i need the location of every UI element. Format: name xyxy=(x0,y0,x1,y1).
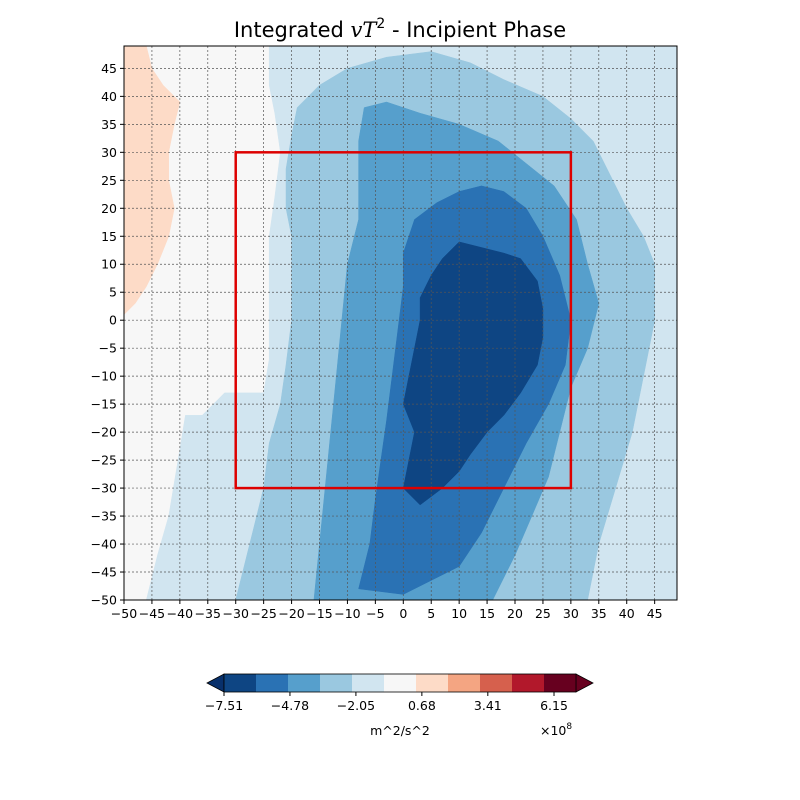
y-tick-label-18: 40 xyxy=(101,89,117,104)
x-tick-label-5: −25 xyxy=(250,606,276,621)
grid-lines xyxy=(124,46,677,600)
x-tick-label-9: −5 xyxy=(366,606,384,621)
x-tick-label-7: −15 xyxy=(306,606,332,621)
colorbar: −7.51 −4.78 −2.05 0.68 3.41 6.15 m^2/s^2 ×108 xyxy=(205,673,594,738)
colorbar-cell-4 xyxy=(352,674,385,692)
y-tick-label-17: 35 xyxy=(101,117,117,132)
x-tick-label-8: −10 xyxy=(334,606,360,621)
y-tick-label-11: 5 xyxy=(109,285,117,300)
colorbar-cell-7 xyxy=(448,674,481,692)
y-tick-label-9: −5 xyxy=(99,341,117,356)
colorbar-multiplier: ×108 xyxy=(540,722,572,738)
x-tick-label-10: 0 xyxy=(399,606,407,621)
colorbar-tick-label-5: 6.15 xyxy=(540,698,568,713)
y-tick-label-2: −40 xyxy=(91,537,117,552)
y-tick-label-10: 0 xyxy=(109,313,117,328)
x-tick-label-17: 35 xyxy=(591,606,607,621)
region-box xyxy=(234,151,573,490)
y-tick-label-8: −10 xyxy=(91,369,117,384)
colorbar-cell-0 xyxy=(224,674,257,692)
colorbar-extend-min xyxy=(206,673,225,693)
colorbar-tick-label-3: 0.68 xyxy=(408,698,436,713)
x-tick-label-2: −40 xyxy=(167,606,193,621)
colorbar-tick-label-0: −7.51 xyxy=(205,698,243,713)
x-tick-label-6: −20 xyxy=(278,606,304,621)
colorbar-cell-6 xyxy=(416,674,449,692)
colorbar-cell-5 xyxy=(384,674,417,692)
x-tick-label-14: 20 xyxy=(507,606,523,621)
x-axis-ticks: −50 −45 −40 −35 −30 −25 −20 −15 −10 −5 0 5 10 15 20 25 3… xyxy=(111,600,663,621)
x-tick-label-12: 10 xyxy=(451,606,467,621)
y-axis-ticks: −50−45−40−35−30−25−20−15−10−505101520253… xyxy=(91,61,124,608)
colorbar-tick-label-4: 3.41 xyxy=(474,698,502,713)
y-tick-label-7: −15 xyxy=(91,397,117,412)
y-tick-label-14: 20 xyxy=(101,201,117,216)
y-tick-label-19: 45 xyxy=(101,61,117,76)
y-tick-label-3: −35 xyxy=(91,509,117,524)
colorbar-label: m^2/s^2 xyxy=(370,723,430,738)
contour-region-6 xyxy=(403,241,544,506)
colorbar-cell-8 xyxy=(480,674,513,692)
y-tick-label-6: −20 xyxy=(91,425,117,440)
y-tick-label-16: 30 xyxy=(101,145,117,160)
y-tick-label-15: 25 xyxy=(101,173,117,188)
colorbar-tick-label-2: −2.05 xyxy=(337,698,375,713)
plot-area xyxy=(123,45,678,601)
x-tick-label-0: −50 xyxy=(111,606,137,621)
y-tick-label-0: −50 xyxy=(91,593,117,608)
colorbar-cell-10 xyxy=(544,674,577,692)
y-tick-label-1: −45 xyxy=(91,565,117,580)
x-tick-label-19: 45 xyxy=(647,606,663,621)
x-tick-label-13: 15 xyxy=(479,606,495,621)
y-tick-label-12: 10 xyxy=(101,257,117,272)
y-tick-label-13: 15 xyxy=(101,229,117,244)
x-tick-label-16: 30 xyxy=(563,606,579,621)
colorbar-cell-3 xyxy=(320,674,353,692)
y-tick-label-5: −25 xyxy=(91,453,117,468)
x-tick-label-11: 5 xyxy=(427,606,435,621)
x-tick-label-18: 40 xyxy=(619,606,635,621)
colorbar-cell-1 xyxy=(256,674,289,692)
colorbar-tick-label-1: −4.78 xyxy=(271,698,309,713)
x-tick-label-1: −45 xyxy=(139,606,165,621)
x-tick-label-15: 25 xyxy=(535,606,551,621)
x-tick-label-4: −30 xyxy=(223,606,249,621)
x-tick-label-3: −35 xyxy=(195,606,221,621)
colorbar-frame xyxy=(223,673,577,693)
plot-frame xyxy=(123,45,678,601)
colorbar-extend-max xyxy=(575,673,594,693)
colorbar-cell-2 xyxy=(288,674,321,692)
y-tick-label-4: −30 xyxy=(91,481,117,496)
colorbar-cell-9 xyxy=(512,674,545,692)
contour-fills xyxy=(123,45,678,601)
chart-title: Integrated vT2 - Incipient Phase xyxy=(234,16,566,42)
